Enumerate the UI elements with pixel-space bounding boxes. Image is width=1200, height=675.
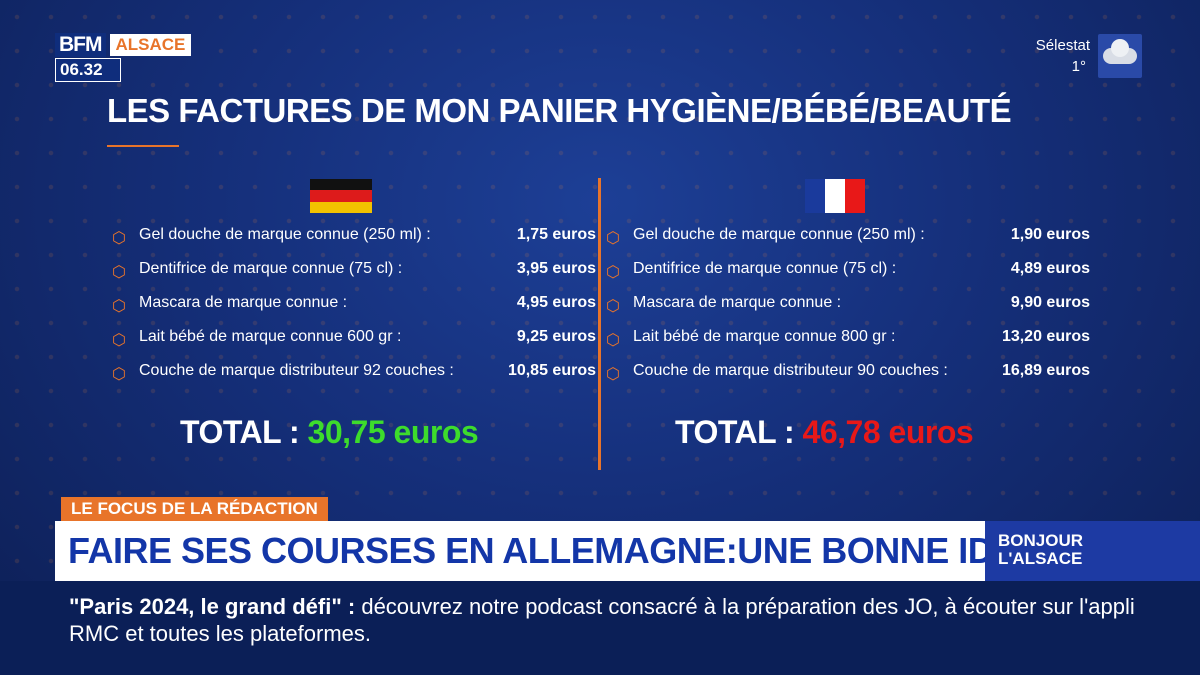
total-label: TOTAL : bbox=[675, 414, 803, 450]
show-name-line1: BONJOUR bbox=[998, 531, 1084, 550]
item-price: 13,20 euros bbox=[1001, 328, 1090, 345]
item-label: Dentifrice de marque connue (75 cl) : bbox=[633, 260, 897, 277]
list-item: ⬡ Couche de marque distributeur 90 couche… bbox=[606, 358, 1090, 392]
item-price: 10,85 euros bbox=[507, 362, 596, 379]
item-label: Dentifrice de marque connue (75 cl) : bbox=[139, 260, 403, 277]
item-price: 4,89 euros bbox=[1010, 260, 1090, 277]
total-label: TOTAL : bbox=[180, 414, 308, 450]
item-label: Mascara de marque connue : bbox=[633, 294, 842, 311]
total-value: 30,75 euros bbox=[307, 414, 479, 450]
item-price: 9,90 euros bbox=[1010, 294, 1090, 311]
ticker-bar bbox=[0, 581, 1200, 675]
headline: FAIRE SES COURSES EN ALLEMAGNE:UNE BONNE… bbox=[68, 530, 1062, 571]
ticker-separator: : bbox=[341, 594, 362, 619]
hexagon-bullet-icon: ⬡ bbox=[606, 366, 620, 383]
item-price: 9,25 euros bbox=[516, 328, 596, 345]
germany-total: TOTAL : 30,75 euros bbox=[180, 414, 479, 451]
bfm-logo: BFM bbox=[55, 33, 106, 57]
list-item: ⬡ Dentifrice de marque connue (75 cl) : 4,… bbox=[606, 256, 1090, 290]
cloud-icon bbox=[1103, 39, 1137, 64]
list-item: ⬡ Couche de marque distributeur 92 couche… bbox=[112, 358, 596, 392]
item-price: 16,89 euros bbox=[1001, 362, 1090, 379]
headline-banner bbox=[55, 521, 985, 581]
item-label: Lait bébé de marque connue 800 gr : bbox=[633, 328, 896, 345]
hexagon-bullet-icon: ⬡ bbox=[606, 298, 620, 315]
show-name: BONJOUR L'ALSACE bbox=[998, 532, 1083, 568]
germany-list: ⬡ Gel douche de marque connue (250 ml) : 1… bbox=[112, 222, 596, 392]
hexagon-bullet-icon: ⬡ bbox=[112, 264, 126, 281]
ticker-text: découvrez notre podcast consacré à la pr… bbox=[69, 594, 1135, 646]
clock: 06.32 bbox=[55, 58, 121, 82]
france-flag-icon bbox=[805, 179, 865, 213]
ticker-quote: "Paris 2024, le grand défi" bbox=[69, 594, 342, 619]
list-item: ⬡ Mascara de marque connue : 9,90 euros bbox=[606, 290, 1090, 324]
weather-temp: 1° bbox=[1071, 58, 1086, 75]
france-list: ⬡ Gel douche de marque connue (250 ml) : 1… bbox=[606, 222, 1090, 392]
list-item: ⬡ Dentifrice de marque connue (75 cl) : 3,… bbox=[112, 256, 596, 290]
hexagon-bullet-icon: ⬡ bbox=[606, 230, 620, 247]
item-label: Lait bébé de marque connue 600 gr : bbox=[139, 328, 402, 345]
item-label: Mascara de marque connue : bbox=[139, 294, 348, 311]
page-title: LES FACTURES DE MON PANIER HYGIÈNE/BÉBÉ/… bbox=[107, 92, 1012, 129]
weather-city: Sélestat bbox=[1035, 37, 1090, 54]
weather-box bbox=[1098, 34, 1142, 78]
item-label: Couche de marque distributeur 92 couches… bbox=[139, 362, 454, 379]
list-item: ⬡ Mascara de marque connue : 4,95 euros bbox=[112, 290, 596, 324]
item-label: Gel douche de marque connue (250 ml) : bbox=[633, 226, 925, 243]
france-total: TOTAL : 46,78 euros bbox=[675, 414, 974, 451]
hexagon-bullet-icon: ⬡ bbox=[606, 264, 620, 281]
item-price: 1,90 euros bbox=[1010, 226, 1090, 243]
hexagon-bullet-icon: ⬡ bbox=[112, 332, 126, 349]
ticker: "Paris 2024, le grand défi" : découvrez … bbox=[69, 593, 1149, 647]
weather-widget: Sélestat 1° bbox=[1036, 34, 1142, 78]
item-price: 3,95 euros bbox=[516, 260, 596, 277]
focus-tag: LE FOCUS DE LA RÉDACTION bbox=[61, 497, 328, 521]
column-divider bbox=[598, 178, 601, 470]
list-item: ⬡ Gel douche de marque connue (250 ml) : 1… bbox=[112, 222, 596, 256]
show-box bbox=[985, 521, 1200, 581]
hexagon-bullet-icon: ⬡ bbox=[112, 230, 126, 247]
list-item: ⬡ Gel douche de marque connue (250 ml) : 1… bbox=[606, 222, 1090, 256]
item-label: Couche de marque distributeur 90 couches… bbox=[633, 362, 948, 379]
item-label: Gel douche de marque connue (250 ml) : bbox=[139, 226, 431, 243]
region-label: ALSACE bbox=[109, 34, 192, 56]
item-price: 4,95 euros bbox=[516, 294, 596, 311]
hexagon-bullet-icon: ⬡ bbox=[112, 298, 126, 315]
hexagon-bullet-icon: ⬡ bbox=[112, 366, 126, 383]
item-price: 1,75 euros bbox=[516, 226, 596, 243]
list-item: ⬡ Lait bébé de marque connue 600 gr : 9,25… bbox=[112, 324, 596, 358]
list-item: ⬡ Lait bébé de marque connue 800 gr : 13,2… bbox=[606, 324, 1090, 358]
show-name-line2: L'ALSACE bbox=[998, 549, 1083, 568]
hexagon-bullet-icon: ⬡ bbox=[606, 332, 620, 349]
germany-flag-icon bbox=[310, 179, 372, 213]
channel-logo: BFM ALSACE 06.32 bbox=[55, 33, 192, 82]
title-underline bbox=[107, 145, 179, 147]
total-value: 46,78 euros bbox=[802, 414, 974, 450]
